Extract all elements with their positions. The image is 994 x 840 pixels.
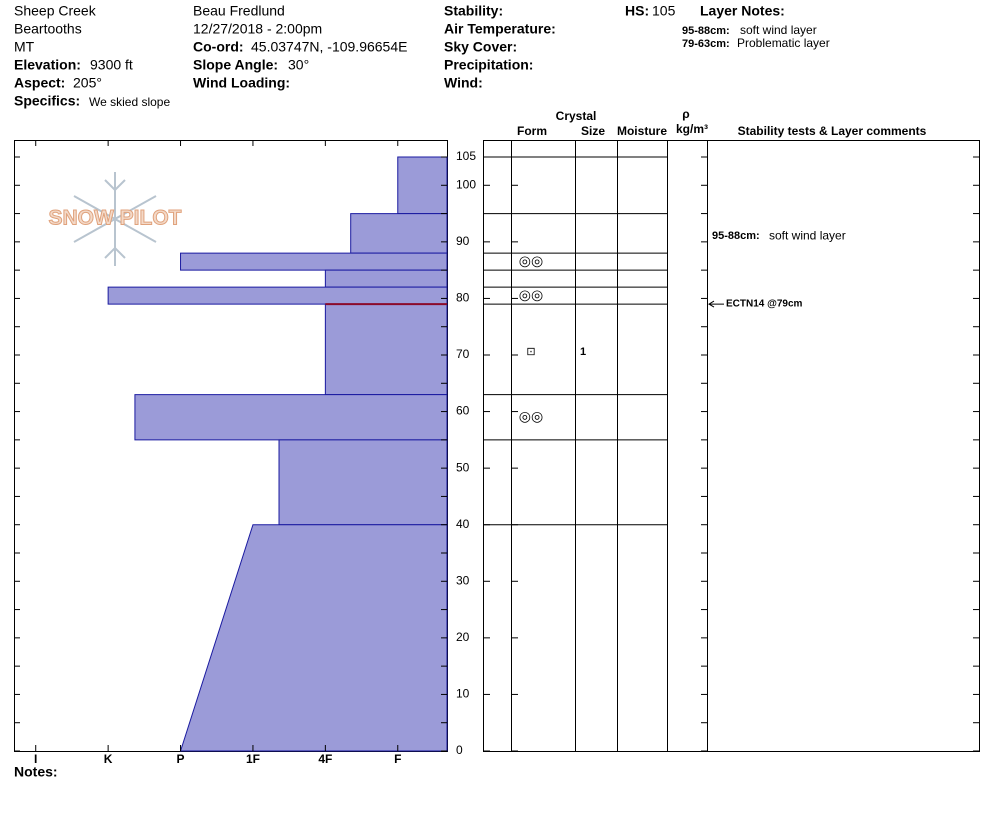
layer-note-range: 95-88cm:: [682, 25, 730, 37]
layer-note-range: 79-63cm:: [682, 38, 730, 50]
layer: [397, 156, 448, 215]
aspect: 205°: [73, 75, 102, 91]
crystal-form: ⊡: [526, 346, 535, 358]
y-tick-label: 50: [456, 460, 470, 474]
x-tick-label: 4F: [318, 752, 332, 766]
test-arrow: [708, 300, 724, 308]
x-tick-label: I: [34, 752, 37, 766]
hs-label: HS:: [625, 3, 649, 19]
comment-text: soft wind layer: [769, 228, 846, 242]
header-comments: Stability tests & Layer comments: [738, 124, 927, 138]
logo: SNOW PILOT: [49, 207, 182, 230]
header-size: Size: [581, 124, 605, 138]
y-tick-label: 70: [456, 347, 470, 361]
slope: 30°: [288, 57, 309, 73]
datetime: 12/27/2018 - 2:00pm: [193, 21, 322, 37]
layer: [134, 394, 448, 441]
precip-label: Precipitation:: [444, 57, 533, 73]
y-tick-label: 10: [456, 687, 470, 701]
layer-note-text: Problematic layer: [737, 36, 830, 50]
coord: 45.03747N, -109.96654E: [251, 39, 407, 55]
specifics: We skied slope: [89, 95, 170, 109]
elevation: 9300 ft: [90, 57, 133, 73]
layer: [278, 439, 448, 526]
comment-range: 95-88cm:: [712, 230, 760, 242]
y-tick-label: 105: [456, 149, 476, 163]
hs: 105: [652, 3, 676, 19]
header-rho: ρ: [682, 107, 689, 121]
coord-label: Co-ord:: [193, 39, 244, 55]
wind-loading-label: Wind Loading:: [193, 75, 290, 91]
header-crystal: Crystal: [556, 109, 597, 123]
range: Beartooths: [14, 21, 82, 37]
y-tick-label: 60: [456, 404, 470, 418]
specifics-label: Specifics:: [14, 93, 80, 109]
state: MT: [14, 39, 35, 55]
layer-notes-title: Layer Notes:: [700, 3, 785, 19]
site: Sheep Creek: [14, 3, 97, 19]
header-form: Form: [517, 124, 547, 138]
layer: [350, 213, 448, 254]
y-tick-label: 30: [456, 573, 470, 587]
layer: [107, 286, 448, 305]
test-label: ECTN14 @79cm: [726, 299, 803, 310]
y-tick-label: 40: [456, 517, 470, 531]
stability-label: Stability:: [444, 3, 503, 19]
aspect-label: Aspect:: [14, 75, 65, 91]
x-tick-label: F: [394, 752, 401, 766]
wind-label: Wind:: [444, 75, 483, 91]
table-frame: [483, 140, 980, 752]
layer: [324, 303, 448, 396]
x-tick-label: P: [177, 752, 185, 766]
layer: [324, 269, 448, 288]
y-tick-label: 80: [456, 291, 470, 305]
logo-flake: [73, 172, 157, 266]
crystal-form: ◎◎: [519, 286, 543, 302]
crystal-form: ◎◎: [519, 408, 543, 424]
crystal-size: 1: [580, 346, 586, 358]
y-tick-label: 20: [456, 630, 470, 644]
layer-note-text: soft wind layer: [740, 23, 817, 37]
y-tick-label: 100: [456, 177, 476, 191]
y-tick-label: 90: [456, 234, 470, 248]
slope-label: Slope Angle:: [193, 57, 278, 73]
x-tick-label: 1F: [246, 752, 260, 766]
header-density: kg/m³: [676, 122, 708, 136]
air-temp-label: Air Temperature:: [444, 21, 556, 37]
sky-label: Sky Cover:: [444, 39, 517, 55]
crystal-form: ◎◎: [519, 252, 543, 268]
notes-label: Notes:: [14, 764, 58, 780]
observer: Beau Fredlund: [193, 3, 285, 19]
header-moisture: Moisture: [617, 124, 667, 138]
elevation-label: Elevation:: [14, 57, 81, 73]
x-tick-label: K: [104, 752, 113, 766]
y-tick-label: 0: [456, 743, 463, 757]
layer: [180, 252, 448, 271]
